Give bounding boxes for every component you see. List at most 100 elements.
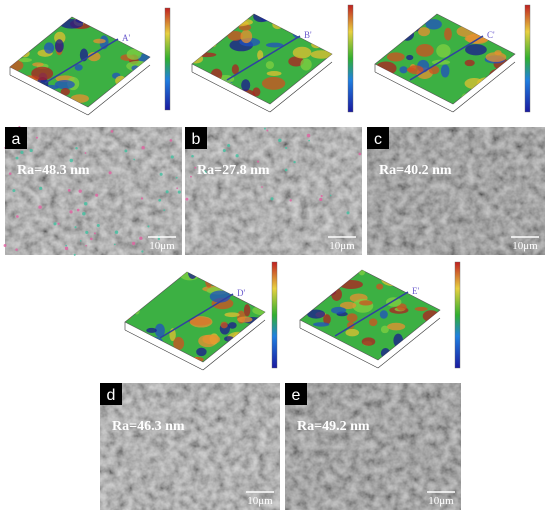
artifact-dot	[53, 222, 57, 226]
artifact-dot	[65, 244, 68, 247]
surface-blob	[237, 316, 253, 323]
surface-blob	[425, 19, 442, 30]
surface-blob	[302, 75, 319, 89]
label-box	[185, 127, 207, 149]
surface-blob	[386, 297, 402, 307]
surface-blob	[361, 337, 376, 346]
artifact-dot	[190, 175, 192, 178]
surface-blob	[136, 41, 150, 51]
surface-blob	[225, 96, 243, 103]
surface-blob	[298, 98, 307, 104]
surface-blob	[406, 67, 416, 72]
artifact-dot	[147, 225, 150, 228]
surface-blob	[197, 20, 211, 34]
artifact-dot	[90, 237, 93, 241]
axis-edge	[9, 74, 89, 116]
artifact-dot	[93, 232, 96, 235]
surface-blob	[192, 36, 199, 49]
roughness-value: Ra=40.2 nm	[379, 163, 452, 178]
surface-blob	[282, 96, 300, 104]
section-line	[44, 38, 119, 84]
surface-blob	[130, 287, 140, 297]
surface-blob	[81, 17, 94, 23]
artifact-dot	[12, 189, 16, 193]
surface-blob	[331, 287, 342, 301]
sem-texture	[185, 127, 362, 255]
artifact-dot	[133, 158, 136, 161]
surface-blob	[280, 14, 287, 18]
sem-texture	[5, 127, 182, 255]
artifact-dot	[169, 139, 173, 142]
roughness-value: Ra=27.8 nm	[197, 163, 270, 178]
surface-blob	[300, 288, 316, 293]
artifact-dot	[319, 197, 323, 202]
surface-blob	[319, 280, 331, 294]
artifact-dot	[84, 152, 87, 154]
surface-blob	[299, 76, 319, 87]
surface-blob	[137, 53, 150, 64]
color-bar	[164, 7, 171, 111]
artifact-dot	[170, 155, 174, 159]
surface-blob	[18, 57, 32, 63]
surface-blob	[490, 82, 504, 95]
surface-blob	[10, 45, 20, 54]
surface-blob	[414, 306, 428, 311]
surface-blob	[146, 327, 157, 333]
surface-blob	[382, 14, 403, 18]
artifact-dot	[83, 202, 88, 206]
surface-blob	[217, 275, 238, 288]
surface-blob	[224, 336, 234, 342]
surface-blob	[310, 50, 332, 59]
panel-label: e	[292, 387, 301, 404]
artifact-dot	[141, 250, 144, 253]
surface-blob	[224, 312, 240, 318]
roughness-value: Ra=48.3 nm	[17, 163, 90, 178]
artifact-dot	[95, 193, 99, 197]
artifact-dot	[284, 168, 288, 172]
surface-blob	[464, 59, 475, 67]
surface-blob	[312, 286, 328, 292]
surface-blob	[126, 60, 150, 72]
surface-blob	[125, 310, 132, 321]
color-bar	[347, 4, 354, 113]
artifact-dot	[320, 194, 323, 198]
surface-blob	[135, 86, 150, 92]
artifact-dot	[35, 136, 39, 139]
surface-blob	[375, 79, 389, 87]
surface-blob	[359, 300, 373, 306]
surface-blob	[150, 275, 162, 290]
surface-blob	[54, 80, 75, 90]
axis-edge	[269, 61, 333, 113]
surface-blob	[427, 331, 440, 343]
surface-blob	[404, 272, 424, 278]
surface-blob	[208, 39, 217, 48]
surface-blob	[508, 14, 515, 20]
surface-blob	[485, 52, 507, 62]
surface-blob	[210, 23, 220, 31]
surface-blob	[189, 316, 213, 328]
surface-blob	[16, 19, 27, 27]
surface-blob	[407, 65, 424, 75]
surface-blob	[450, 14, 468, 20]
scale-label: 10μm	[512, 240, 538, 252]
artifact-dot	[85, 244, 87, 247]
surface-blob	[144, 70, 150, 82]
artifact-dot	[20, 150, 24, 154]
section-line	[409, 35, 484, 81]
label-box	[5, 127, 27, 149]
surface-blob	[233, 279, 246, 285]
surface-blob	[24, 17, 42, 20]
surface-blob	[406, 54, 414, 61]
artifact-dot	[131, 241, 136, 246]
surface-blob	[257, 50, 264, 61]
scale-label: 10μm	[149, 240, 175, 252]
artifact-dot	[308, 139, 310, 142]
surface-blob	[340, 346, 354, 360]
surface-blob	[387, 20, 408, 32]
surface-blob	[241, 79, 251, 92]
surface-blob	[391, 95, 400, 104]
artifact-dot	[73, 253, 76, 256]
surface-blob	[300, 58, 312, 71]
surface-blob	[202, 20, 209, 32]
artifact-dot	[74, 226, 77, 229]
